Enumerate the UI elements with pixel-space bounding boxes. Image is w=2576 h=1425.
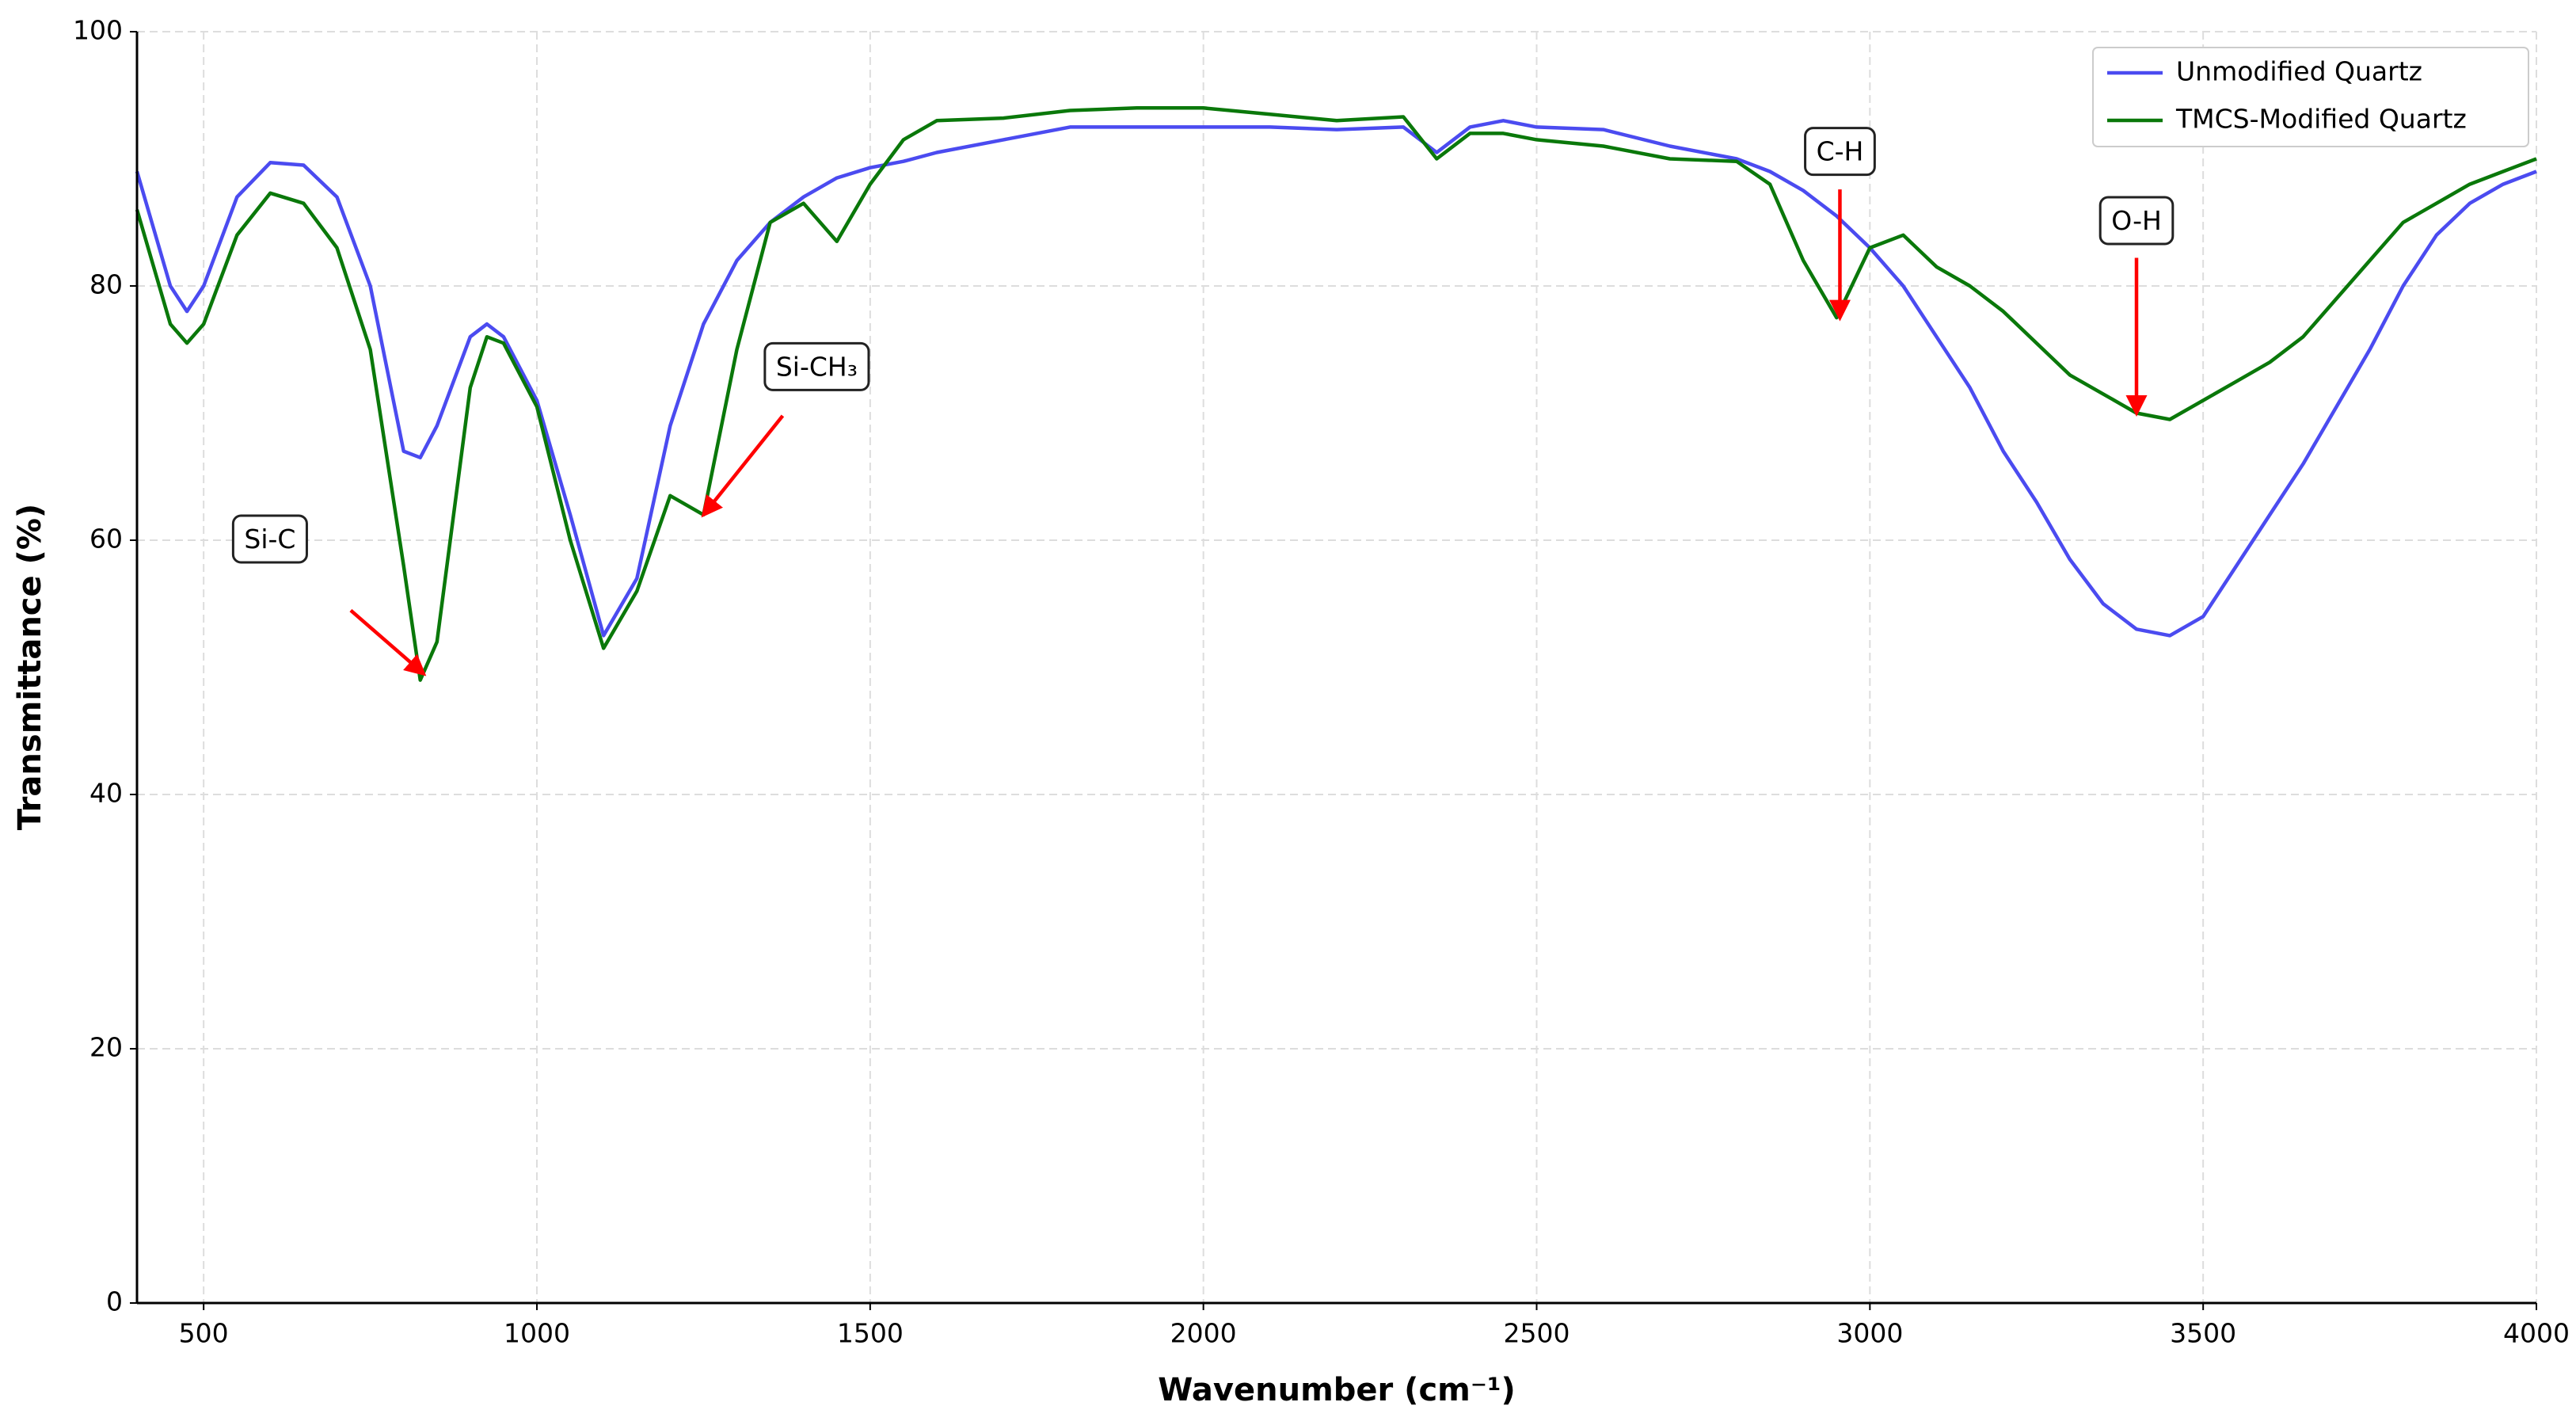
annotation-box — [2098, 196, 2175, 246]
annotation-label: C-H — [1817, 136, 1864, 167]
x-tick-label: 3500 — [2170, 1318, 2236, 1349]
legend-label: TMCS-Modified Quartz — [2175, 104, 2467, 135]
annotation-label: Si-C — [244, 524, 295, 554]
data-line — [135, 119, 2537, 638]
legend-label: Unmodified Quartz — [2176, 56, 2422, 87]
annotation-box — [763, 341, 870, 391]
x-axis-label: Wavenumber (cm⁻¹) — [1158, 1372, 1516, 1408]
annotation: Si-C — [231, 514, 308, 564]
y-tick-label: 40 — [89, 778, 123, 809]
annotation: O-H — [2098, 196, 2175, 246]
y-tick-label: 0 — [106, 1286, 123, 1317]
annotation-label: Si-CH₃ — [776, 351, 858, 382]
y-axis-label: Transmittance (%) — [12, 504, 48, 830]
x-tick-label: 4000 — [2503, 1318, 2570, 1349]
x-tick-label: 1500 — [837, 1318, 904, 1349]
y-tick-label: 20 — [89, 1032, 123, 1063]
y-tick-label: 100 — [73, 15, 123, 46]
annotation-label: O-H — [2111, 205, 2162, 236]
annotation: C-H — [1804, 127, 1876, 177]
annotation-arrow — [701, 414, 785, 518]
annotation-box — [1804, 127, 1876, 177]
x-tick-label: 500 — [179, 1318, 229, 1349]
x-tick-label: 2000 — [1170, 1318, 1237, 1349]
x-tick-label: 1000 — [504, 1318, 570, 1349]
data-line — [135, 106, 2537, 682]
x-tick-label: 3000 — [1836, 1318, 1903, 1349]
annotation-arrow — [349, 608, 427, 676]
y-tick-label: 60 — [89, 524, 123, 554]
x-tick-label: 2500 — [1504, 1318, 1570, 1349]
legend: Unmodified Quartz TMCS-Modified Quartz — [2092, 47, 2529, 147]
annotation: Si-CH₃ — [763, 341, 870, 391]
annotation-box — [231, 514, 308, 564]
legend-box — [2092, 47, 2529, 147]
y-tick-label: 80 — [89, 269, 123, 300]
